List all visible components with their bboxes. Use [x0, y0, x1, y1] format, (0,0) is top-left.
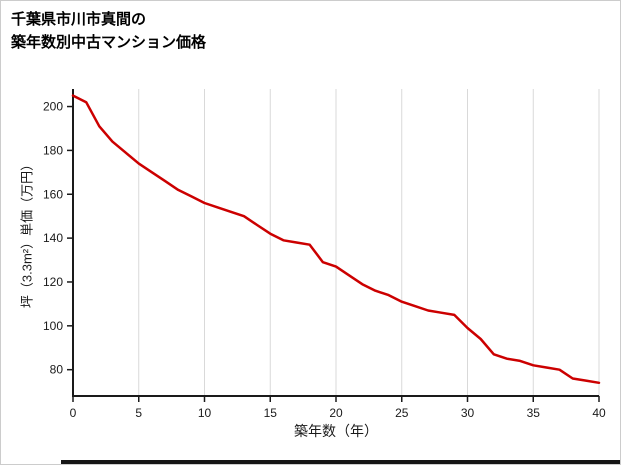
- y-tick-label: 200: [43, 100, 63, 114]
- x-tick-label: 5: [135, 406, 142, 420]
- y-tick-label: 80: [50, 363, 64, 377]
- y-axis-label: 坪（3.3m²）単価（万円）: [19, 157, 35, 309]
- chart-title: 千葉県市川市真間の 築年数別中古マンション価格: [11, 9, 206, 54]
- price-line-series: [71, 94, 601, 385]
- x-tick-label: 30: [461, 406, 475, 420]
- chart-title-line1: 千葉県市川市真間の: [11, 11, 147, 28]
- chart-title-line2: 築年数別中古マンション価格: [11, 33, 207, 51]
- x-tick-label: 35: [527, 406, 541, 420]
- y-tick-label: 120: [43, 275, 63, 289]
- x-tick-label: 20: [329, 406, 343, 420]
- y-tick-label: 140: [43, 231, 63, 245]
- x-tick-label: 10: [198, 406, 212, 420]
- x-tick-label: 40: [592, 406, 606, 420]
- x-tick-label: 15: [264, 406, 278, 420]
- y-tick-label: 160: [43, 187, 63, 201]
- x-tick-label: 0: [70, 406, 77, 420]
- y-tick-label: 180: [43, 143, 63, 157]
- x-axis-label: 築年数（年）: [294, 423, 378, 439]
- x-tick-label: 25: [395, 406, 409, 420]
- bottom-strip: [61, 460, 620, 464]
- y-tick-label: 100: [43, 319, 63, 333]
